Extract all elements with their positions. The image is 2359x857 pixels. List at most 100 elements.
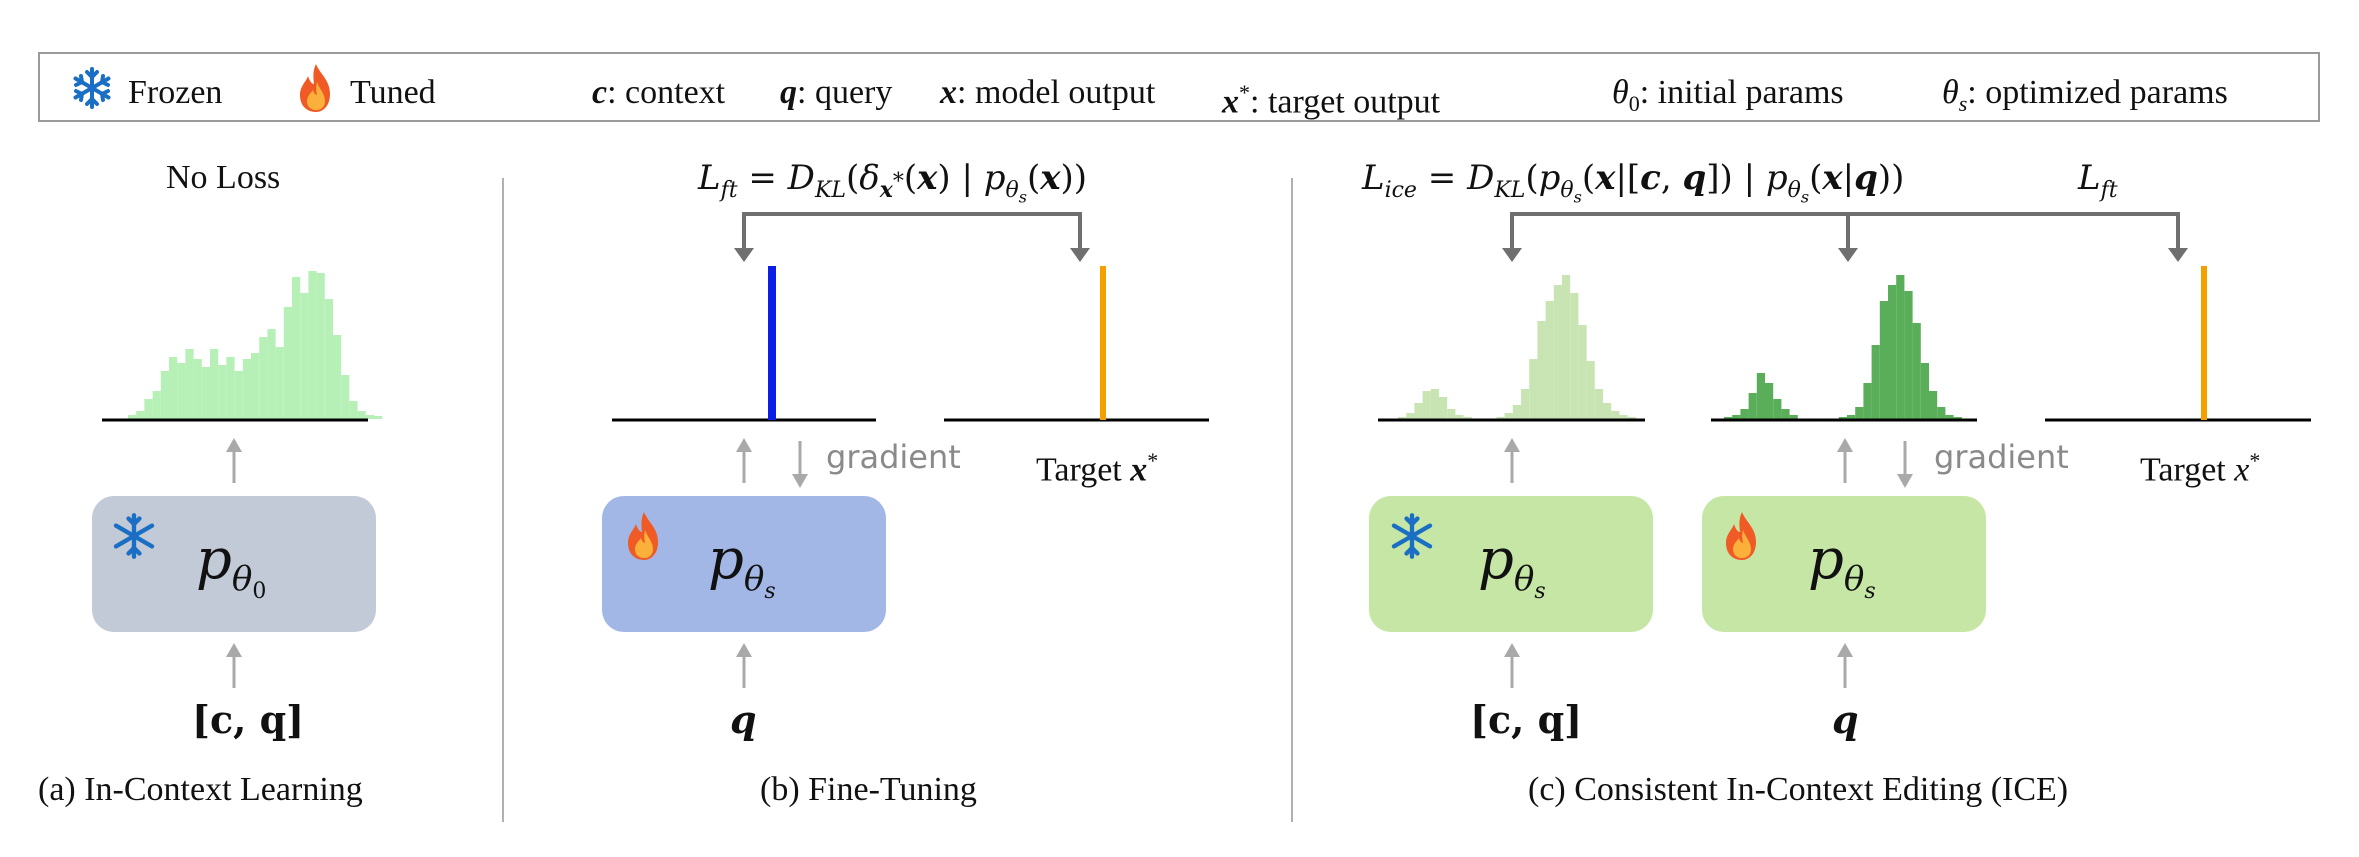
- icl-histogram-bin: [316, 273, 325, 419]
- icl-histogram-bin: [300, 293, 309, 419]
- ice-context-histogram-bin: [1594, 389, 1603, 419]
- model-label-p-thetas-c1: pθs: [1478, 527, 1546, 604]
- legend-box: [38, 52, 2320, 122]
- snowflake-icon: [110, 512, 158, 565]
- icl-histogram-bin: [292, 277, 301, 419]
- ice-context-histogram-bin: [1504, 413, 1513, 419]
- loss-equation-ft: Lft = DKL(δx*(x) | pθs(x)): [698, 158, 1088, 207]
- ice-context-histogram-bin: [1529, 359, 1538, 419]
- ice-context-histogram-bin: [1414, 403, 1423, 419]
- ice-query-histogram-bin: [1937, 407, 1946, 419]
- ice-query-histogram-bin: [1855, 407, 1864, 419]
- icl-histogram-bin: [169, 357, 178, 419]
- ice-context-histogram-bin: [1570, 293, 1579, 419]
- icl-histogram-bin: [333, 335, 342, 419]
- ice-query-histogram-bin: [1765, 383, 1774, 419]
- ice-context-histogram-bin: [1512, 405, 1521, 419]
- icl-histogram-bin: [136, 411, 145, 419]
- ice-query-histogram-bin: [1871, 345, 1880, 419]
- legend-frozen-label: Frozen: [128, 74, 223, 111]
- ice-context-histogram-bin: [1430, 389, 1439, 419]
- ice-context-histogram-bin: [1603, 403, 1612, 419]
- ice-query-histogram-bin: [1879, 301, 1888, 419]
- ice-query-histogram-bin: [1896, 275, 1905, 419]
- legend-model-output: x: model output: [940, 74, 1156, 111]
- icl-histogram-bin: [283, 307, 292, 419]
- ice-query-histogram-bin: [1863, 383, 1872, 419]
- icl-histogram-bin: [218, 365, 227, 419]
- legend-query: q: query: [780, 74, 893, 111]
- ice-context-histogram-bin: [1439, 397, 1448, 419]
- model-box-tuned-ice: [1702, 496, 1986, 632]
- bracket-arrowhead-b-right: [1070, 248, 1090, 262]
- ice-query-histogram-bin: [1847, 415, 1856, 419]
- icl-histogram-bin: [341, 375, 350, 419]
- ice-context-histogram-bin: [1496, 417, 1505, 419]
- ice-query-histogram-bin: [1724, 417, 1733, 419]
- ice-query-histogram-bin: [1904, 291, 1913, 419]
- caption-a: (a) In-Context Learning: [38, 771, 363, 808]
- icl-histogram-bin: [251, 353, 260, 419]
- icl-histogram-bin: [324, 299, 333, 419]
- loss-bracket-c: [1510, 212, 2180, 250]
- icl-histogram-bin: [242, 359, 251, 419]
- ice-query-histogram-bin: [1740, 409, 1749, 419]
- ice-context-histogram-bin: [1406, 413, 1415, 419]
- histogram-ice-query-output: [1724, 275, 1962, 419]
- ice-query-histogram-bin: [1732, 415, 1741, 419]
- ice-query-histogram-bin: [1789, 415, 1798, 419]
- legend-target-output: x*: target output: [1222, 80, 1441, 121]
- loss-equation-ice: Lice = DKL(pθs(x|[c, q]) | pθs(x|q)): [1362, 158, 1905, 207]
- icl-histogram-bin: [128, 415, 137, 419]
- ice-query-histogram-bin: [1838, 417, 1847, 419]
- gradient-label-c: gradient: [1934, 438, 2069, 476]
- ice-query-histogram-bin: [1888, 285, 1897, 419]
- caption-b: (b) Fine-Tuning: [760, 771, 977, 808]
- target-spike-bar: [1100, 266, 1106, 420]
- output-spike-bar: [768, 266, 776, 420]
- icl-histogram-bin: [177, 363, 186, 419]
- ice-query-histogram-bin: [1756, 373, 1765, 419]
- bracket-arrowhead-c-mid: [1838, 248, 1858, 262]
- ice-context-histogram-bin: [1398, 417, 1407, 419]
- icl-histogram-bin: [144, 399, 153, 419]
- ice-context-histogram-bin: [1463, 417, 1472, 419]
- ice-query-histogram-bin: [1748, 393, 1757, 419]
- ice-context-histogram-bin: [1627, 417, 1636, 419]
- icl-histogram-bin: [374, 416, 383, 419]
- flame-icon: [1722, 510, 1762, 567]
- ice-context-histogram-bin: [1545, 301, 1554, 419]
- snowflake-icon: [70, 66, 114, 115]
- icl-histogram-bin: [259, 337, 268, 419]
- target-label-c: Target x*: [2140, 448, 2261, 489]
- ice-query-histogram-bin: [1912, 323, 1921, 419]
- icl-histogram-bin: [365, 415, 374, 419]
- bracket-arrowhead-c-right: [2168, 248, 2188, 262]
- input-context-query-c: [c, q]: [1470, 697, 1583, 742]
- ice-context-histogram-bin: [1611, 411, 1620, 419]
- loss-equation-ft-ice: Lft: [2078, 158, 2118, 203]
- icl-histogram-bin: [349, 401, 358, 419]
- no-loss-label: No Loss: [166, 159, 281, 196]
- legend-optimized-params: θs: optimized params: [1942, 74, 2228, 116]
- ice-query-histogram-bin: [1953, 417, 1962, 419]
- bracket-arrowhead-c-left: [1502, 248, 1522, 262]
- flame-icon: [624, 510, 664, 567]
- ice-query-histogram-bin: [1773, 399, 1782, 419]
- loss-bracket-b: [742, 212, 1082, 250]
- ice-context-histogram-bin: [1586, 361, 1595, 419]
- icl-histogram-bin: [267, 329, 276, 419]
- model-label-p-thetas-c2: pθs: [1808, 527, 1876, 604]
- caption-c: (c) Consistent In-Context Editing (ICE): [1528, 771, 2069, 808]
- icl-histogram-bin: [275, 347, 284, 419]
- model-box-tuned-ft: [602, 496, 886, 632]
- bracket-arrowhead-b-left: [734, 248, 754, 262]
- histogram-ice-context-output: [1398, 275, 1636, 419]
- icl-histogram-bin: [308, 271, 317, 419]
- target-spike-bar-ice: [2201, 266, 2207, 420]
- icl-histogram-bin: [201, 367, 210, 419]
- ice-query-histogram-bin: [1781, 409, 1790, 419]
- ice-context-histogram-bin: [1455, 415, 1464, 419]
- icl-histogram-bin: [185, 349, 194, 419]
